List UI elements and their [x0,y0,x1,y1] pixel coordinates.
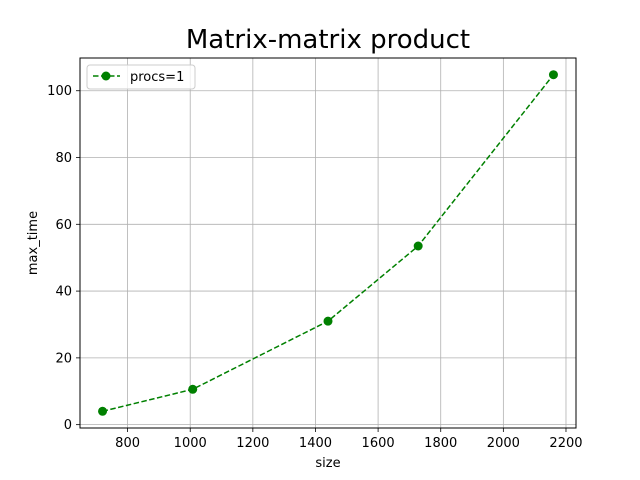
x-tick-label: 800 [115,436,140,451]
x-axis-label: size [315,456,340,471]
y-tick-label: 80 [55,151,72,166]
grid [80,58,576,428]
x-tick-label: 2200 [549,436,582,451]
x-tick-label: 1600 [362,436,395,451]
plot-area [79,57,577,429]
data-point [548,70,558,80]
series-group [98,70,558,416]
x-tick-label: 1400 [299,436,332,451]
legend-frame [86,64,196,90]
data-point [323,316,333,326]
legend-label: procs=1 [130,70,184,85]
data-point [98,406,108,416]
legend-marker [101,71,111,81]
y-axis: 0 20 40 60 80 100 [47,84,80,433]
chart-title: Matrix-matrix product [186,25,470,55]
data-point [188,384,198,394]
x-tick-label: 2000 [487,436,520,451]
series-line [102,74,555,413]
x-tick-label: 1200 [236,436,269,451]
x-axis: 800 1000 1200 1400 1600 1800 2000 2200 [115,428,583,451]
x-tick-label: 1000 [174,436,207,451]
y-axis-label: max_time [26,211,41,275]
y-tick-label: 40 [55,285,72,300]
y-tick-label: 0 [64,418,72,433]
x-tick-label: 1800 [424,436,457,451]
y-tick-label: 100 [47,84,72,99]
legend: procs=1 [86,64,196,90]
y-tick-label: 20 [55,351,72,366]
data-point [413,241,423,251]
y-tick-label: 60 [55,218,72,233]
